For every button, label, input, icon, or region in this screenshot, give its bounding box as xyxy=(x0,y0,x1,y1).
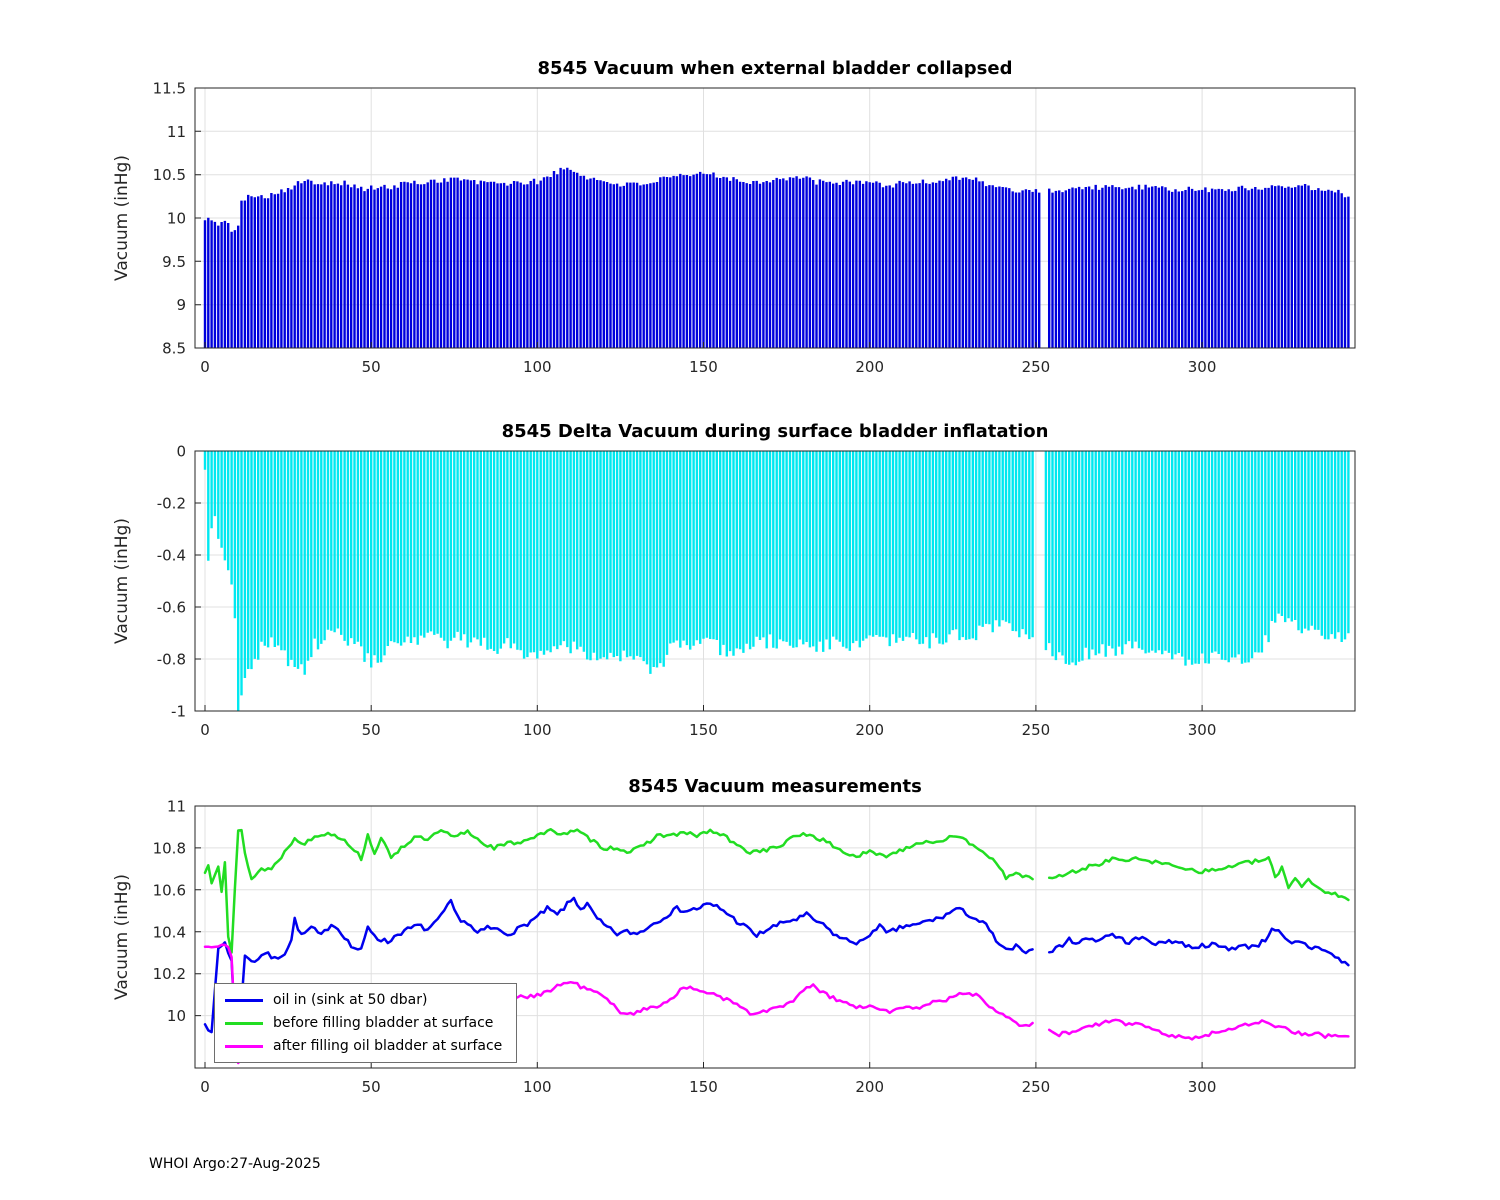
legend-label-before-filling: before filling bladder at surface xyxy=(273,1015,494,1031)
x-tick-label: 150 xyxy=(689,721,718,739)
y-tick-label: -0.6 xyxy=(157,599,186,617)
x-tick-label: 100 xyxy=(523,358,552,376)
x-tick-label: 50 xyxy=(362,721,381,739)
x-tick-label: 50 xyxy=(362,1078,381,1096)
x-tick-label: 50 xyxy=(362,358,381,376)
legend-item-oil-in: oil in (sink at 50 dbar) xyxy=(225,991,502,1009)
x-tick-label: 100 xyxy=(523,1078,552,1096)
chart1-ylabel: Vacuum (inHg) xyxy=(112,155,132,281)
chart1-title: 8545 Vacuum when external bladder collap… xyxy=(537,58,1013,79)
chart2-ylabel: Vacuum (inHg) xyxy=(112,518,132,644)
y-tick-label: 10 xyxy=(167,210,186,228)
tick-marks xyxy=(195,805,1203,1068)
line-series-1 xyxy=(203,827,1350,954)
y-tick-label: 10.6 xyxy=(153,881,186,899)
y-tick-label: -0.2 xyxy=(157,495,186,513)
x-tick-label: 300 xyxy=(1188,721,1217,739)
y-tick-label: 11.5 xyxy=(153,80,186,98)
y-tick-label: 10.5 xyxy=(153,166,186,184)
y-tick-label: 11 xyxy=(167,123,186,141)
bars-vacuum-collapsed xyxy=(203,167,1350,348)
y-tick-label: 10 xyxy=(167,1007,186,1025)
legend-item-before-filling: before filling bladder at surface xyxy=(225,1014,502,1032)
axes-box xyxy=(194,450,1356,712)
y-tick-label: 10.2 xyxy=(153,965,186,983)
legend-line-swatch-oil-in xyxy=(225,998,263,1002)
chart-vacuum-measurements: 0 50 100 150 200 250 300 10 10.2 10.4 10.6 10.8 11 xyxy=(153,798,1356,1096)
chart2-title: 8545 Delta Vacuum during surface bladder… xyxy=(501,421,1049,442)
y-tick-label: -1 xyxy=(171,703,186,721)
y-tick-label: 8.5 xyxy=(162,340,186,358)
axes-box xyxy=(194,805,1356,1069)
line-series-0 xyxy=(203,896,1350,1048)
y-tick-label: 9.5 xyxy=(162,253,186,271)
plot-data xyxy=(203,827,1350,1065)
x-tick-label: 150 xyxy=(689,358,718,376)
tick-marks xyxy=(195,450,1203,712)
x-tick-label: 300 xyxy=(1188,358,1217,376)
chart3-title: 8545 Vacuum measurements xyxy=(628,776,922,797)
legend: oil in (sink at 50 dbar) before filling … xyxy=(214,983,518,1063)
legend-item-after-filling: after filling oil bladder at surface xyxy=(225,1037,502,1055)
legend-line-swatch-before-filling xyxy=(225,1021,263,1025)
legend-label-after-filling: after filling oil bladder at surface xyxy=(273,1038,503,1054)
plot-data xyxy=(203,167,1350,348)
x-tick-label: 0 xyxy=(200,721,210,739)
y-tick-label: 11 xyxy=(167,798,186,816)
x-tick-label: 0 xyxy=(200,1078,210,1096)
axes-box xyxy=(194,87,1356,349)
footer-text: WHOI Argo:27-Aug-2025 xyxy=(149,1156,321,1172)
chart-delta-vacuum: 0 50 100 150 200 250 300 -1 -0.8 -0.6 -0.4 -0.2 0 xyxy=(157,443,1356,739)
y-tick-label: 10.4 xyxy=(153,923,186,941)
y-tick-label: 0 xyxy=(176,443,186,461)
x-tick-label: 250 xyxy=(1022,1078,1051,1096)
legend-line-swatch-after-filling xyxy=(225,1044,263,1048)
plot-data xyxy=(203,451,1350,711)
x-tick-label: 250 xyxy=(1022,358,1051,376)
x-tick-label: 100 xyxy=(523,721,552,739)
bars-delta-vacuum xyxy=(203,451,1350,711)
x-tick-label: 250 xyxy=(1022,721,1051,739)
chart-vacuum-collapsed: 0 50 100 150 200 250 300 8.5 9 9.5 10 10.5 11 11.5 xyxy=(153,80,1356,376)
legend-label-oil-in: oil in (sink at 50 dbar) xyxy=(273,992,428,1008)
x-tick-label: 200 xyxy=(855,1078,884,1096)
x-tick-label: 300 xyxy=(1188,1078,1217,1096)
x-tick-label: 0 xyxy=(200,358,210,376)
x-tick-label: 150 xyxy=(689,1078,718,1096)
y-tick-label: 9 xyxy=(176,296,186,314)
y-tick-label: -0.8 xyxy=(157,651,186,669)
chart3-ylabel: Vacuum (inHg) xyxy=(112,874,132,1000)
x-tick-label: 200 xyxy=(855,721,884,739)
x-tick-label: 200 xyxy=(855,358,884,376)
y-tick-label: 10.8 xyxy=(153,839,186,857)
y-tick-label: -0.4 xyxy=(157,547,186,565)
